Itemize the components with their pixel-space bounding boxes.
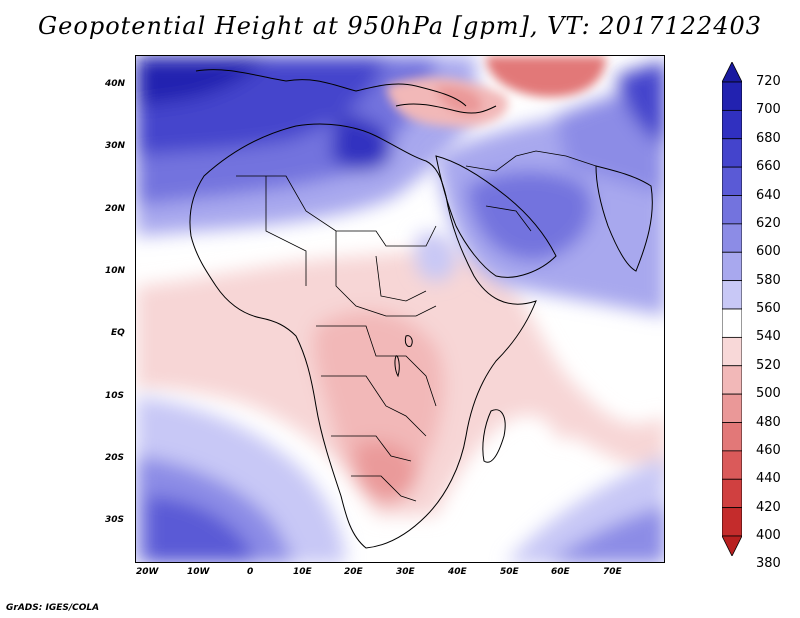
colorbar-swatch	[722, 308, 742, 338]
coastlines	[189, 69, 653, 549]
colorbar-label: 720	[756, 74, 781, 89]
colorbar-label: 380	[756, 556, 781, 572]
colorbar-swatch	[722, 81, 742, 111]
lon-label-0: 0	[247, 567, 254, 577]
colorbar-label: 460	[756, 442, 781, 458]
lat-label-30s: 30S	[105, 515, 125, 525]
colorbar-swatch	[722, 450, 742, 480]
colorbar-label: 700	[756, 102, 781, 118]
colorbar-swatch	[722, 195, 742, 225]
colorbar-label: 500	[756, 386, 781, 402]
geopotential-field-map	[136, 56, 664, 562]
colorbar-swatch	[722, 138, 742, 168]
colorbar-label: 580	[756, 272, 781, 288]
colorbar-swatch	[722, 365, 742, 395]
colorbar-label: 600	[756, 244, 781, 260]
lon-label-10w: 10W	[187, 567, 210, 577]
colorbar-bottom-triangle	[722, 535, 742, 556]
map-panel	[135, 55, 665, 563]
lon-label-20w: 20W	[136, 567, 159, 577]
colorbar-top-triangle	[722, 62, 742, 83]
colorbar-swatch	[722, 422, 742, 452]
colorbar-label: 560	[756, 301, 781, 316]
colorbar-label: 400	[756, 528, 781, 543]
colorbar-swatch	[722, 507, 742, 537]
colorbar-swatch	[722, 336, 742, 367]
colorbar-swatch	[722, 223, 742, 253]
colorbar-label: 640	[756, 187, 781, 203]
colorbar-label: 540	[756, 329, 781, 345]
lon-label-60e: 60E	[551, 567, 570, 577]
colorbar-swatch	[722, 393, 742, 423]
lon-label-70e: 70E	[603, 567, 622, 577]
lon-label-50e: 50E	[500, 567, 519, 577]
lat-label-20s: 20S	[105, 453, 125, 463]
lat-label-10n: 10N	[105, 266, 126, 276]
colorbar-swatch	[722, 166, 742, 196]
map-title: Geopotential Height at 950hPa [gpm], VT:…	[38, 12, 762, 40]
shaded-height-field	[136, 56, 664, 562]
lon-label-20e: 20E	[344, 567, 363, 577]
colorbar-label: 440	[756, 471, 781, 487]
lon-label-10e: 10E	[293, 567, 312, 577]
colorbar-swatch	[722, 280, 742, 310]
lat-label-20n: 20N	[105, 204, 126, 214]
colorbar-swatch	[722, 251, 742, 282]
lat-label-40n: 40N	[105, 79, 126, 89]
colorbar	[722, 62, 742, 556]
colorbar-swatch	[722, 478, 742, 509]
lat-label-eq: EQ	[111, 328, 125, 338]
lat-label-30n: 30N	[105, 141, 126, 151]
colorbar-swatch	[722, 109, 742, 140]
colorbar-swatches	[722, 62, 742, 556]
colorbar-label: 620	[756, 215, 781, 231]
lon-label-30e: 30E	[396, 567, 415, 577]
credit-text: GrADS: IGES/COLA	[6, 603, 100, 613]
colorbar-label: 680	[756, 130, 781, 146]
lat-label-10s: 10S	[105, 391, 125, 401]
colorbar-label: 660	[756, 159, 781, 175]
colorbar-label: 520	[756, 357, 781, 373]
colorbar-label: 420	[756, 499, 781, 515]
colorbar-label: 480	[756, 414, 781, 430]
lon-label-40e: 40E	[448, 567, 467, 577]
